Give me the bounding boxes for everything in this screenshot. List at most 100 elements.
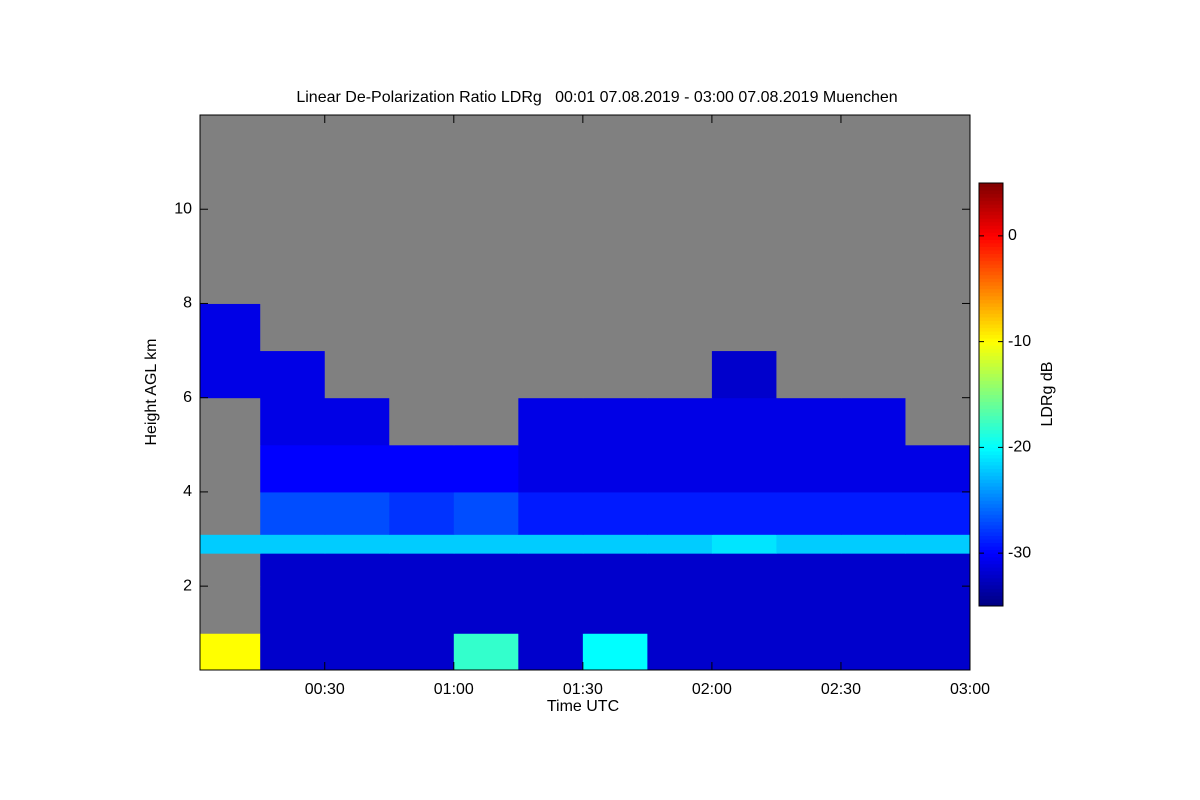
colorbar-segment [979, 355, 1003, 360]
heatmap-cell [776, 350, 842, 399]
colorbar-segment [979, 239, 1003, 244]
colorbar-segment [979, 408, 1003, 413]
colorbar-segment [979, 549, 1003, 554]
colorbar-segment [979, 228, 1003, 233]
heatmap-cell [324, 491, 390, 535]
heatmap-cell [200, 491, 261, 535]
heatmap-cell [840, 303, 906, 352]
colorbar-segment [979, 352, 1003, 357]
heatmap-cell [905, 633, 971, 671]
colorbar-segment [979, 412, 1003, 417]
heatmap-cell [840, 115, 906, 304]
colorbar-segment [979, 253, 1003, 258]
colorbar-segment [979, 274, 1003, 279]
colorbar-segment [979, 426, 1003, 431]
colorbar-segment [979, 542, 1003, 547]
colorbar-segment [979, 383, 1003, 388]
colorbar-segment [979, 362, 1003, 367]
colorbar-segment [979, 507, 1003, 512]
heatmap-cell [453, 115, 519, 304]
heatmap-cell [905, 303, 971, 352]
heatmap-cell [905, 444, 971, 493]
heatmap-cell [776, 303, 842, 352]
heatmap-cell [324, 303, 390, 352]
heatmap-cell [711, 397, 777, 446]
heatmap-cell [711, 115, 777, 304]
heatmap-cell [260, 534, 326, 554]
heatmap-cell [840, 586, 906, 634]
heatmap-cell [389, 534, 455, 554]
colorbar-segment [979, 486, 1003, 491]
colorbar-segment [979, 348, 1003, 353]
x-tick-label: 02:30 [821, 681, 861, 698]
colorbar-segment [979, 193, 1003, 198]
colorbar-segment [979, 218, 1003, 223]
colorbar-segment [979, 380, 1003, 385]
heatmap-cell [582, 397, 648, 446]
colorbar-label: LDRg dB [1039, 362, 1056, 427]
heatmap-cell [840, 633, 906, 671]
colorbar-segment [979, 450, 1003, 455]
heatmap-cell [905, 553, 971, 587]
heatmap-cell [324, 444, 390, 493]
colorbar-segment [979, 271, 1003, 276]
heatmap-cell [453, 633, 519, 671]
heatmap-cell [776, 633, 842, 671]
heatmap-cell [840, 534, 906, 554]
colorbar-segment [979, 359, 1003, 364]
x-tick-label: 01:30 [563, 681, 603, 698]
colorbar-segment [979, 563, 1003, 568]
heatmap-cell [647, 303, 713, 352]
heatmap-cell [905, 350, 971, 399]
heatmap-cell [840, 553, 906, 587]
heatmap-cell [905, 397, 971, 446]
x-tick-label: 02:00 [692, 681, 732, 698]
colorbar-segment [979, 204, 1003, 209]
axes: 2 4 6 8 10 00:30 01:00 01:30 02:00 02:30 03:00 [174, 114, 990, 698]
heatmap-cell [200, 444, 261, 493]
heatmap-cell [200, 586, 261, 634]
colorbar-segment [979, 468, 1003, 473]
colorbar-segment [979, 232, 1003, 237]
colorbar-segment [979, 553, 1003, 558]
colorbar-segment [979, 570, 1003, 575]
heatmap-cell [518, 633, 584, 671]
colorbar-segment [979, 422, 1003, 427]
heatmap-cell [260, 633, 326, 671]
y-tick-label: 4 [183, 483, 192, 500]
colorbar-segment [979, 496, 1003, 501]
y-tick-label: 8 [183, 295, 192, 312]
heatmap-cell [776, 397, 842, 446]
colorbar-segment [979, 574, 1003, 579]
heatmap-cell [389, 350, 455, 399]
heatmap-cell [582, 586, 648, 634]
chart-title: Linear De-Polarization Ratio LDRg 00:01 … [296, 89, 897, 106]
heatmap-cell [260, 397, 326, 446]
heatmap-cell [647, 553, 713, 587]
heatmap-cell [647, 444, 713, 493]
colorbar-segment [979, 482, 1003, 487]
heatmap-cell [200, 350, 261, 399]
heatmap-cell [582, 633, 648, 671]
colorbar-segment [979, 398, 1003, 403]
heatmap-cell [260, 586, 326, 634]
colorbar-segment [979, 535, 1003, 540]
heatmap-cell [582, 303, 648, 352]
colorbar-segment [979, 588, 1003, 593]
colorbar-segment [979, 521, 1003, 526]
heatmap-cell [453, 444, 519, 493]
colorbar-segment [979, 443, 1003, 448]
heatmap-cell [711, 491, 777, 535]
heatmap-cell [453, 397, 519, 446]
colorbar-segment [979, 316, 1003, 321]
heatmap-cell [711, 303, 777, 352]
heatmap-cell [840, 444, 906, 493]
colorbar-segment [979, 242, 1003, 247]
heatmap-cell [711, 633, 777, 671]
colorbar-segment [979, 373, 1003, 378]
colorbar-segment [979, 584, 1003, 589]
colorbar-segment [979, 531, 1003, 536]
colorbar-segment [979, 341, 1003, 346]
heatmap-cell [711, 586, 777, 634]
